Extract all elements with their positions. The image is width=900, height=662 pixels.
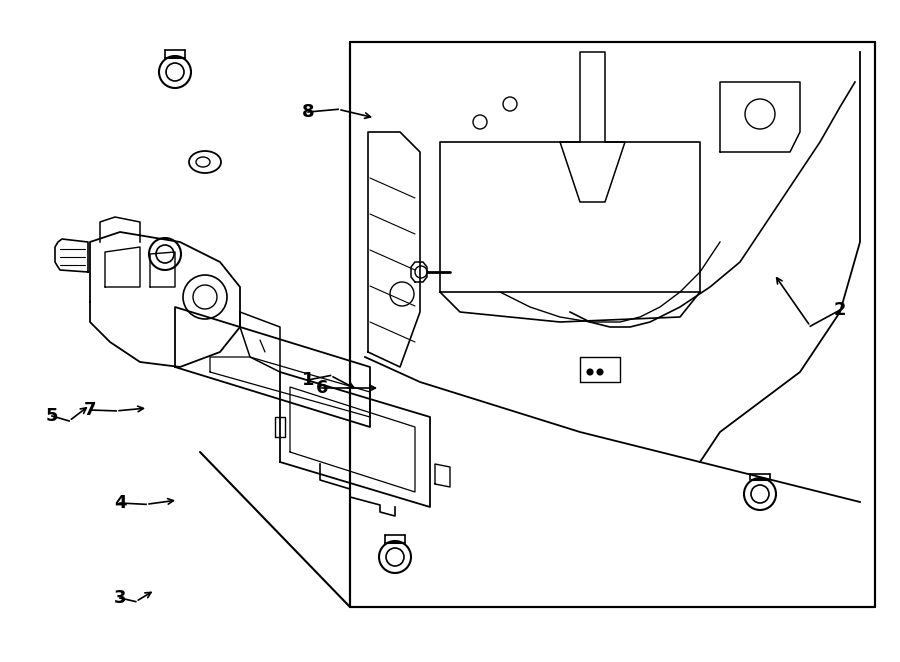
Text: 5: 5 bbox=[46, 407, 58, 425]
Text: 2: 2 bbox=[833, 301, 846, 319]
Text: 7: 7 bbox=[84, 401, 96, 419]
Text: 1: 1 bbox=[302, 371, 314, 389]
Text: 8: 8 bbox=[302, 103, 314, 121]
Text: 6: 6 bbox=[316, 379, 328, 397]
Circle shape bbox=[587, 369, 593, 375]
Text: 4: 4 bbox=[113, 494, 126, 512]
Circle shape bbox=[597, 369, 603, 375]
Text: 3: 3 bbox=[113, 589, 126, 607]
